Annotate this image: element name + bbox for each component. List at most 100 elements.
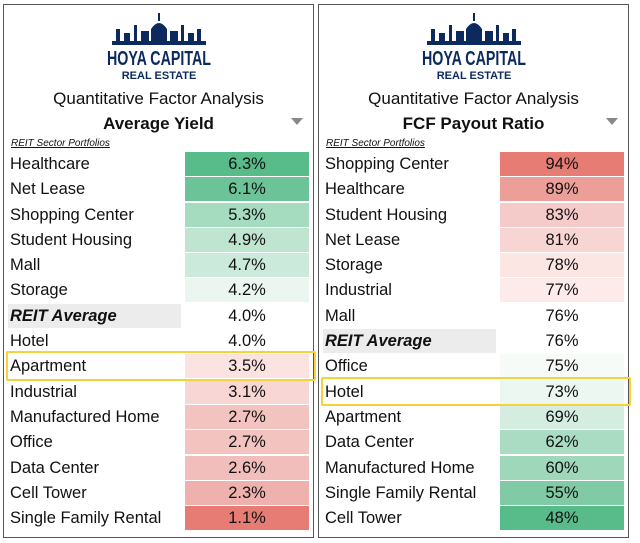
- table-row: Shopping Center 94%: [323, 152, 624, 177]
- table-row: Mall 4.7%: [8, 253, 309, 279]
- sector-name: Apartment: [10, 357, 87, 376]
- logo-name-line2: REAL ESTATE: [436, 70, 511, 82]
- sector-value: 89%: [500, 177, 624, 203]
- sector-name: Net Lease: [325, 230, 401, 249]
- sector-name: Cell Tower: [325, 509, 402, 528]
- table-row: Student Housing 83%: [323, 202, 624, 228]
- table-row: Office 2.7%: [8, 430, 309, 456]
- sector-value: 77%: [500, 278, 624, 304]
- table-row: Apartment 69%: [323, 404, 624, 430]
- chevron-down-icon[interactable]: [606, 118, 618, 125]
- table-row: Manufactured Home 60%: [323, 455, 624, 481]
- sector-value: 6.3%: [185, 152, 309, 177]
- sector-value: 2.7%: [185, 404, 309, 430]
- sector-name: Storage: [10, 281, 68, 300]
- table-row: Apartment 3.5%: [8, 354, 309, 380]
- chevron-down-icon[interactable]: [291, 118, 303, 125]
- sector-value: 4.7%: [185, 253, 309, 279]
- sector-value: 76%: [500, 303, 624, 329]
- sector-value: 3.5%: [185, 354, 309, 380]
- sector-name: Shopping Center: [325, 155, 449, 173]
- table-row: Storage 4.2%: [8, 278, 309, 304]
- sector-value: 4.0%: [185, 329, 309, 355]
- table-row: Healthcare 6.3%: [8, 152, 309, 177]
- sector-name: Manufactured Home: [325, 458, 475, 477]
- sector-value: 76%: [500, 329, 624, 355]
- sector-name: Office: [10, 433, 53, 452]
- sector-value: 69%: [500, 404, 624, 430]
- sector-name: Office: [325, 357, 368, 376]
- sector-name: Single Family Rental: [10, 509, 162, 528]
- logo-name-line1: HOYA CAPITAL: [107, 48, 211, 70]
- table-row: REIT Average 4.0%: [8, 303, 309, 329]
- table-row: Mall 76%: [323, 303, 624, 329]
- sector-name: Apartment: [325, 407, 402, 426]
- sector-value: 4.9%: [185, 227, 309, 253]
- panel-subtitle: Quantitative Factor Analysis: [368, 89, 579, 108]
- sector-value: 78%: [500, 253, 624, 279]
- logo-name-line2: REAL ESTATE: [121, 70, 196, 82]
- table-row: Cell Tower 2.3%: [8, 480, 309, 506]
- section-label: REIT Sector Portfolios: [11, 138, 110, 149]
- table-row: Single Family Rental 1.1%: [8, 506, 309, 532]
- sector-value: 60%: [500, 455, 624, 481]
- metric-title: Average Yield: [103, 114, 214, 133]
- sector-value: 75%: [500, 354, 624, 380]
- sector-name: Data Center: [325, 433, 414, 452]
- sector-value: 6.1%: [185, 177, 309, 203]
- sector-name: Cell Tower: [10, 483, 87, 502]
- sector-name: Hotel: [10, 332, 49, 351]
- sector-name: Mall: [325, 306, 356, 325]
- table-row: Office 75%: [323, 354, 624, 380]
- table-row: Storage 78%: [323, 253, 624, 279]
- sector-name: Industrial: [10, 382, 77, 401]
- sector-table: Shopping Center 94% Healthcare 89% Student H…: [321, 152, 631, 532]
- sector-name: Healthcare: [10, 155, 90, 173]
- sector-value: 5.3%: [185, 202, 309, 228]
- sector-value: 83%: [500, 202, 624, 228]
- table-row: Single Family Rental 55%: [323, 480, 624, 506]
- average-yield-panel: HOYA CAPITAL REAL ESTATE Quantitative Fa…: [3, 4, 316, 538]
- table-row: REIT Average 76%: [323, 329, 624, 355]
- sector-name: Storage: [325, 256, 383, 275]
- table-row: Hotel 4.0%: [8, 329, 309, 355]
- table-row: Hotel 73%: [323, 379, 624, 405]
- sector-name: Mall: [10, 256, 41, 275]
- sector-name: Industrial: [325, 281, 392, 300]
- table-row: Net Lease 6.1%: [8, 177, 309, 203]
- table-row: Data Center 2.6%: [8, 455, 309, 481]
- sector-value: 48%: [500, 506, 624, 532]
- table-row: Healthcare 89%: [323, 177, 624, 203]
- sector-value: 2.3%: [185, 480, 309, 506]
- sector-value: 94%: [500, 152, 624, 177]
- sector-value: 2.6%: [185, 455, 309, 481]
- sector-value: 55%: [500, 480, 624, 506]
- sector-name: Single Family Rental: [325, 483, 477, 502]
- sector-value: 81%: [500, 227, 624, 253]
- sector-name: Manufactured Home: [10, 407, 160, 426]
- sector-value: 73%: [500, 379, 624, 405]
- metric-title: FCF Payout Ratio: [402, 114, 545, 133]
- sector-value: 4.2%: [185, 278, 309, 304]
- sector-value: 1.1%: [185, 506, 309, 532]
- sector-name: Student Housing: [10, 230, 133, 249]
- table-row: Industrial 3.1%: [8, 379, 309, 405]
- panel-subtitle: Quantitative Factor Analysis: [53, 89, 264, 108]
- table-row: Shopping Center 5.3%: [8, 202, 309, 228]
- table-row: Net Lease 81%: [323, 227, 624, 253]
- sector-name: Hotel: [325, 382, 364, 401]
- sector-value: 3.1%: [185, 379, 309, 405]
- fcf-payout-panel: HOYA CAPITAL REAL ESTATE Quantitative Fa…: [318, 4, 631, 538]
- sector-value: 62%: [500, 430, 624, 456]
- sector-name: REIT Average: [323, 329, 496, 354]
- sector-name: Net Lease: [10, 180, 86, 199]
- sector-name: Shopping Center: [10, 205, 134, 224]
- section-label: REIT Sector Portfolios: [326, 138, 425, 149]
- table-row: Cell Tower 48%: [323, 506, 624, 532]
- sector-name: Student Housing: [325, 205, 448, 224]
- table-row: Manufactured Home 2.7%: [8, 404, 309, 430]
- sector-value: 2.7%: [185, 430, 309, 456]
- sector-name: REIT Average: [8, 303, 181, 328]
- hoya-capital-logo: HOYA CAPITAL REAL ESTATE: [319, 11, 628, 87]
- table-row: Data Center 62%: [323, 430, 624, 456]
